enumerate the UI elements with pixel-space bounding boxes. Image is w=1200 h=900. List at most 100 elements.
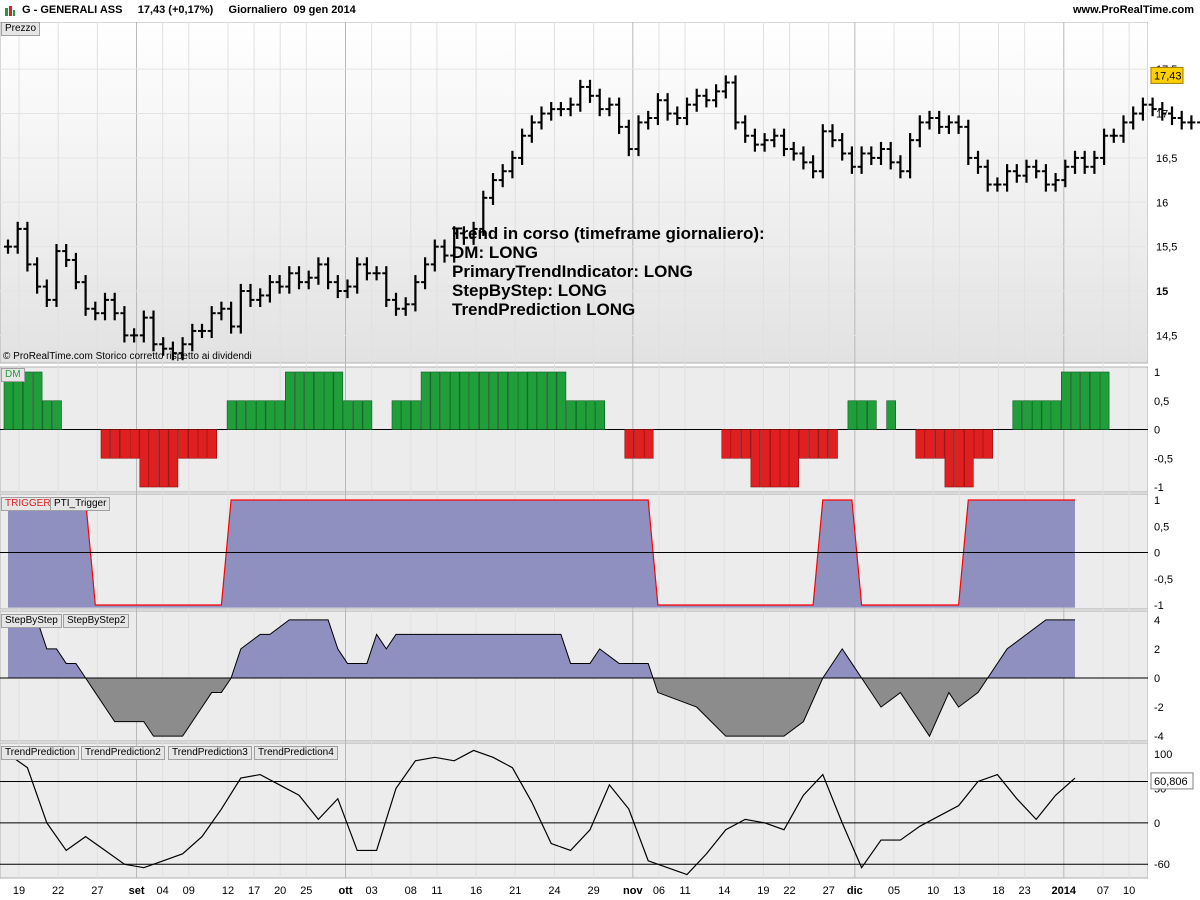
dm-bar <box>1012 400 1023 430</box>
x-axis-ticks: 19 22 27 set 04 09 12 17 20 25 ott 03 08 11 16 21 24 29 no… <box>13 885 1135 897</box>
trigger-tick-label: 0,5 <box>1154 521 1169 533</box>
dm-tick-label: -1 <box>1154 482 1164 494</box>
dm-bar <box>857 400 867 430</box>
dm-bar <box>886 400 897 430</box>
annotation-line: DM: LONG <box>452 243 538 262</box>
dm-bar <box>52 400 62 430</box>
x-tick-label: 19 <box>757 885 769 897</box>
x-tick-label: 18 <box>992 885 1004 897</box>
dm-bar <box>110 429 120 459</box>
x-tick-label: 05 <box>888 885 900 897</box>
dm-bar <box>440 371 450 430</box>
dm-bar <box>731 429 741 459</box>
dm-bar <box>566 400 576 430</box>
price-panel-label[interactable]: Prezzo <box>1 22 41 36</box>
dm-bar <box>401 400 412 430</box>
price-tick-label: 15,5 <box>1156 242 1177 254</box>
dm-bar <box>1090 371 1100 430</box>
dm-bar <box>643 429 654 459</box>
dm-bar <box>915 429 926 459</box>
title-bar: G - GENERALI ASS 17,43 (+0,17%) Giornali… <box>0 0 1200 23</box>
trend-prediction-line <box>0 749 1148 876</box>
dm-bar <box>517 371 528 430</box>
site-link[interactable]: www.ProRealTime.com <box>1072 4 1194 16</box>
chart-canvas: 17,51716,51615,51514,517,4310,50-0,5-110… <box>0 22 1200 900</box>
x-tick-label: 24 <box>548 885 560 897</box>
dm-bar <box>624 429 635 459</box>
trigger-tick-label: -0,5 <box>1154 574 1173 586</box>
dm-bar <box>760 429 770 488</box>
dm-bar <box>1061 371 1071 430</box>
dm-panel-label[interactable]: DM <box>1 368 25 382</box>
dm-bar <box>498 371 509 430</box>
x-tick-label: 11 <box>431 885 442 897</box>
dm-bar <box>362 400 373 430</box>
x-tick-label: 20 <box>274 885 286 897</box>
x-tick-label: ott <box>338 885 352 897</box>
dm-bar <box>488 371 499 430</box>
trendprediction3-label[interactable]: TrendPrediction3 <box>168 746 252 760</box>
pti-trigger-label[interactable]: PTI_Trigger <box>50 497 111 511</box>
dm-bar <box>1022 400 1032 430</box>
x-tick-label: dic <box>847 885 863 897</box>
dm-bar <box>284 371 295 430</box>
dm-bar <box>294 371 305 430</box>
current-price-label: 17,43 <box>1154 70 1182 82</box>
dm-bar <box>769 429 780 488</box>
trigger-line <box>8 499 1075 606</box>
x-tick-label: 2014 <box>1052 885 1077 897</box>
tp-value-label: 60,806 <box>1154 776 1188 788</box>
dm-bar <box>314 371 324 430</box>
dm-bar <box>420 371 431 430</box>
panel-backgrounds <box>0 22 1200 900</box>
dm-bar <box>333 371 344 430</box>
x-tick-label: 27 <box>91 885 103 897</box>
step-tick-label: 4 <box>1154 615 1160 627</box>
trendprediction2-label[interactable]: TrendPrediction2 <box>81 746 165 760</box>
dm-bar <box>585 400 596 430</box>
trigger-tick-label: 0 <box>1154 548 1160 560</box>
stepbystep2-label[interactable]: StepByStep2 <box>63 614 130 628</box>
dm-bar <box>575 400 586 430</box>
dm-bar <box>459 371 470 430</box>
dm-bar <box>23 371 33 430</box>
bar-chart-icon <box>5 6 15 16</box>
tp-tick-label: 100 <box>1154 749 1172 761</box>
price-tick-label: 17 <box>1156 109 1168 121</box>
price-bars <box>4 75 1200 361</box>
dm-bar <box>430 371 441 430</box>
x-tick-label: 21 <box>509 885 521 897</box>
symbol: G - GENERALI ASS <box>22 4 123 16</box>
x-tick-label: 22 <box>783 885 795 897</box>
stepbystep-label[interactable]: StepByStep <box>1 614 62 628</box>
dm-bar <box>304 371 315 430</box>
step-line <box>8 619 1075 738</box>
trendprediction4-label[interactable]: TrendPrediction4 <box>254 746 338 760</box>
trendprediction-label[interactable]: TrendPrediction <box>1 746 80 760</box>
dm-bar <box>847 400 858 430</box>
dm-bar <box>740 429 751 459</box>
x-tick-label: 23 <box>1018 885 1030 897</box>
tp-tick-label: -60 <box>1154 859 1170 871</box>
step-negative-fill <box>8 678 1075 737</box>
dm-bar <box>411 400 421 430</box>
x-tick-label: 09 <box>183 885 195 897</box>
y-axis-ticks: 17,51716,51615,51514,517,4310,50-0,5-110… <box>1150 64 1194 871</box>
annotation-line: Trend in corso (timeframe giornaliero): <box>452 224 765 243</box>
annotation-line: PrimaryTrendIndicator: LONG <box>452 262 693 281</box>
x-tick-label: 22 <box>52 885 64 897</box>
dm-bar <box>1031 400 1042 430</box>
dm-bar <box>866 400 877 430</box>
tp-tick-label: 0 <box>1154 818 1160 830</box>
x-tick-label: 25 <box>300 885 312 897</box>
dm-bar <box>1099 371 1110 430</box>
dm-bar <box>750 429 761 488</box>
dm-bar <box>556 371 567 430</box>
dm-bar <box>1070 371 1081 430</box>
dm-bar <box>546 371 557 430</box>
trigger-panel-label[interactable]: TRIGGER <box>1 497 55 511</box>
x-tick-label: 19 <box>13 885 25 897</box>
dm-bar <box>508 371 518 430</box>
dm-bar <box>634 429 644 459</box>
dm-bar <box>226 400 237 430</box>
